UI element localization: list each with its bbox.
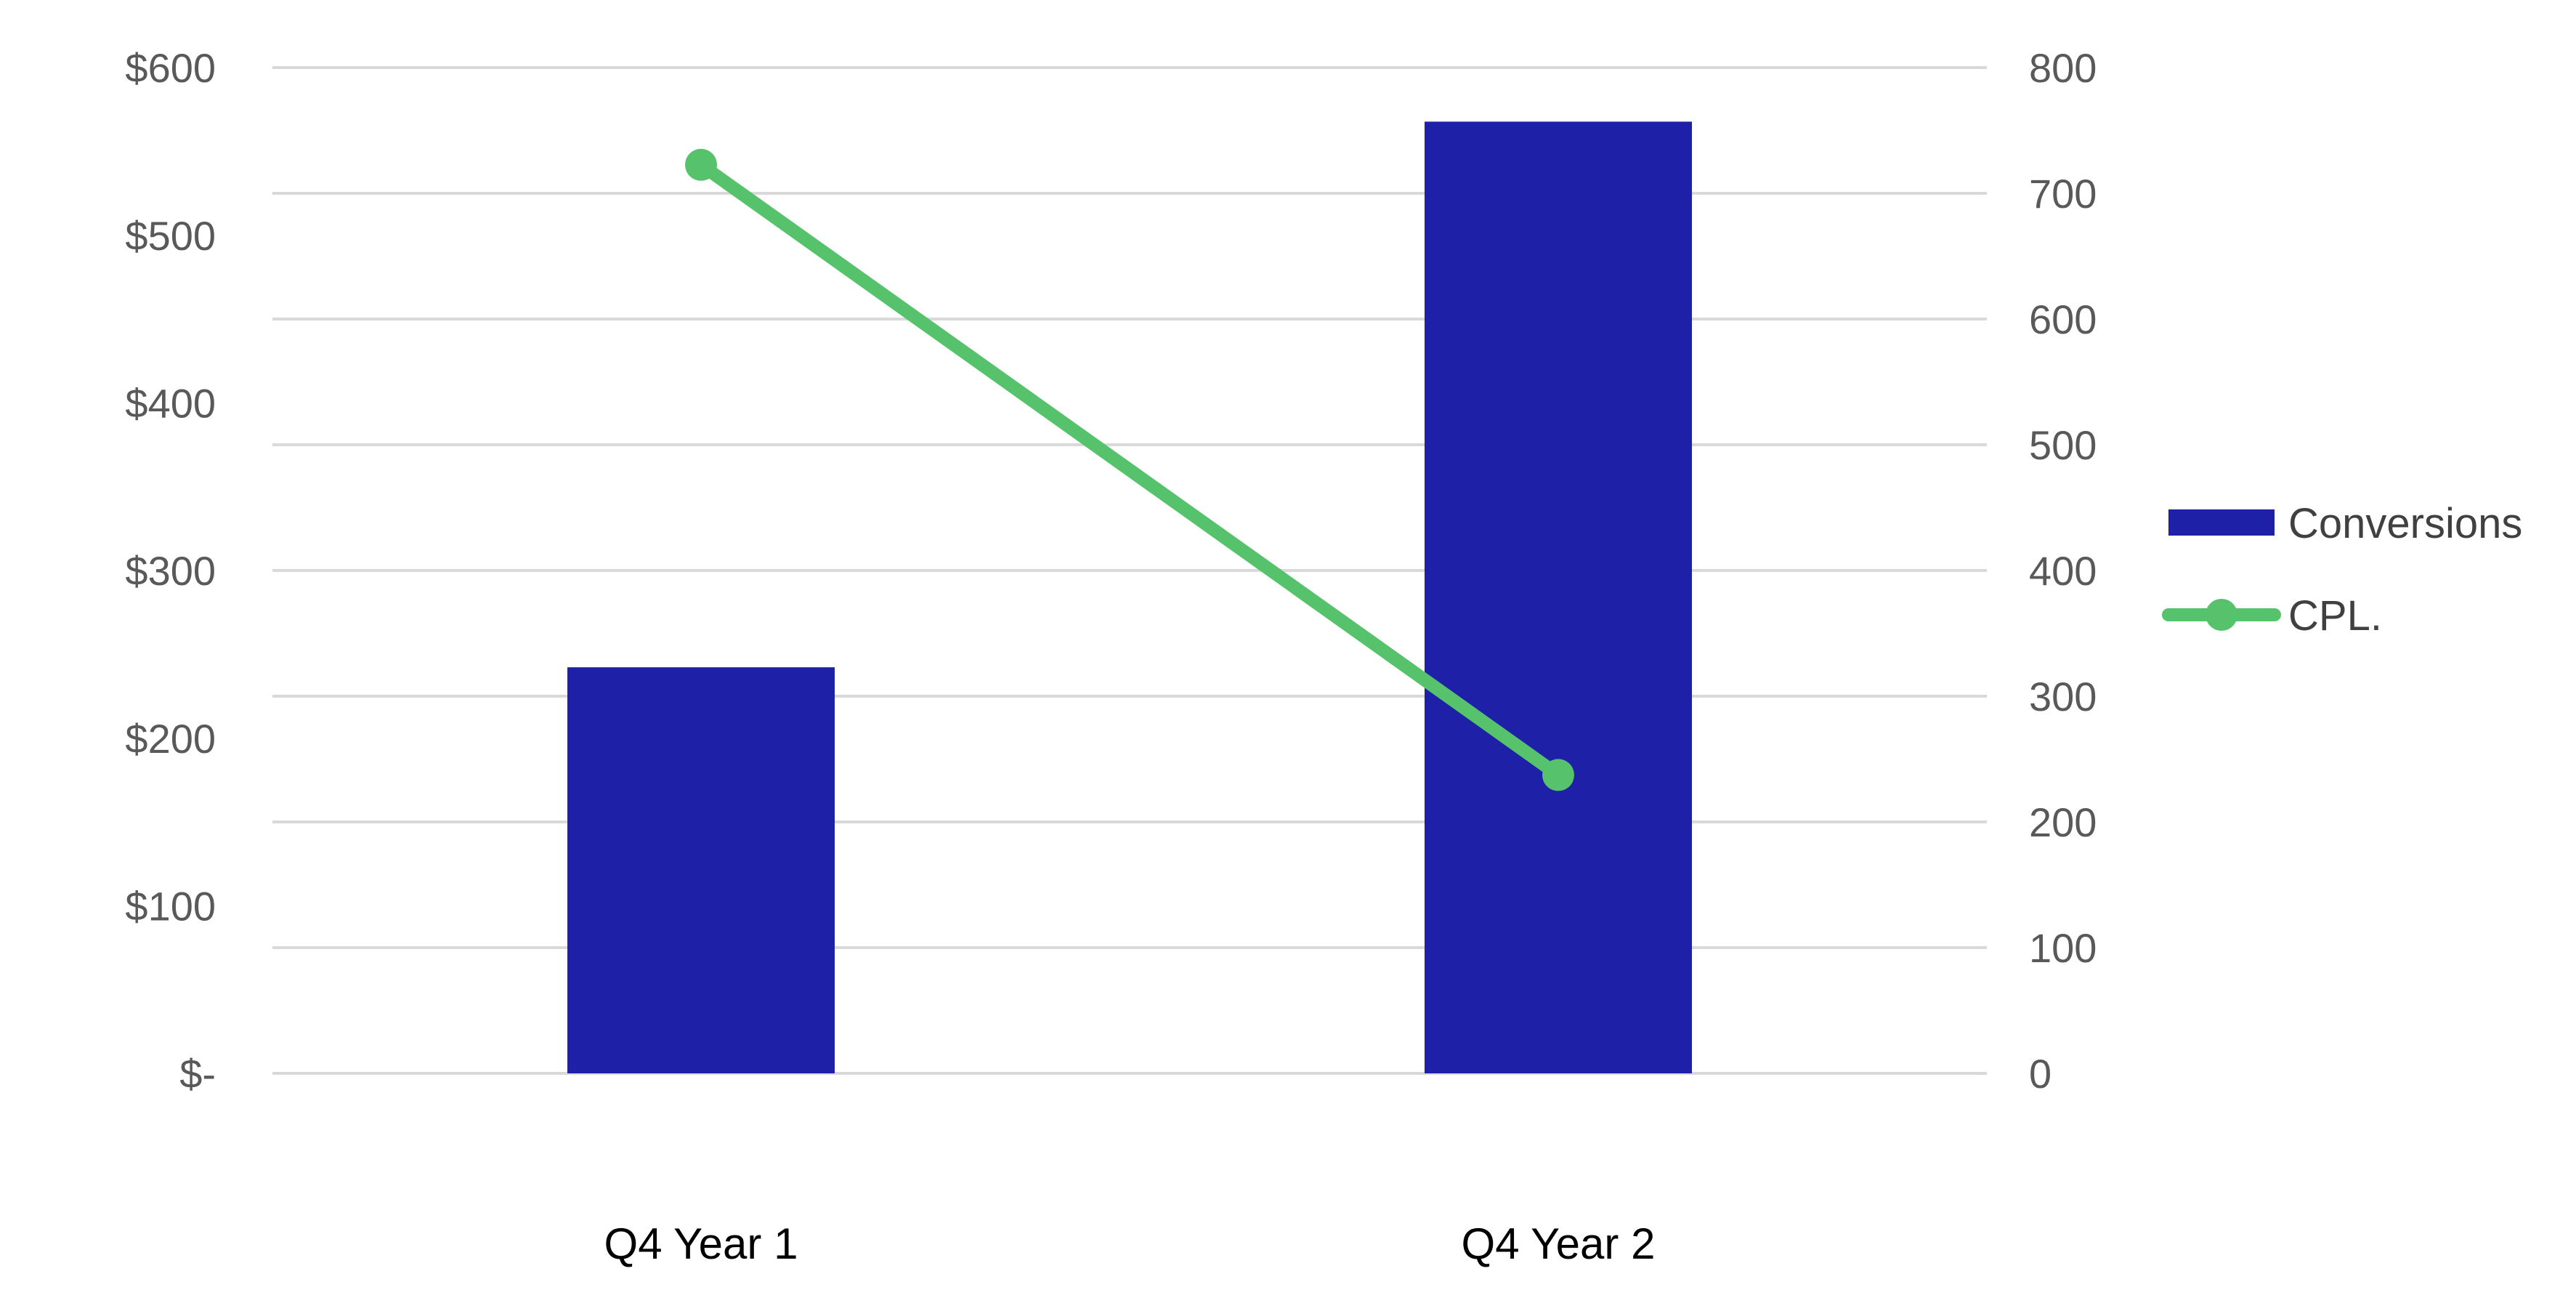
right-axis-tick-label: 800	[2029, 45, 2097, 91]
left-axis-tick-label: $300	[125, 548, 216, 594]
right-axis-tick-label: 200	[2029, 799, 2097, 845]
x-axis-category-label: Q4 Year 1	[604, 1219, 798, 1268]
left-axis-tick-labels: $- $100 $200 $300 $400 $500 $600	[125, 45, 216, 1097]
left-axis-tick-label: $200	[125, 716, 216, 762]
gridlines	[272, 66, 1987, 1075]
right-axis-tick-label: 500	[2029, 422, 2097, 468]
bar-conversions	[1425, 121, 1692, 1073]
cpl-line-series	[685, 148, 1574, 791]
right-axis-tick-label: 600	[2029, 296, 2097, 342]
legend-label-cpl: CPL.	[2288, 592, 2382, 640]
left-axis-tick-label: $-	[179, 1051, 216, 1097]
right-axis-tick-label: 300	[2029, 674, 2097, 719]
legend: Conversions CPL.	[2162, 500, 2522, 640]
legend-label-conversions: Conversions	[2288, 500, 2522, 547]
conversions-bars	[567, 121, 1692, 1073]
cpl-line	[694, 158, 1565, 782]
right-axis-tick-label: 0	[2029, 1051, 2052, 1097]
x-axis-category-label: Q4 Year 2	[1462, 1219, 1656, 1268]
left-axis-tick-label: $600	[125, 45, 216, 91]
cpl-point-marker	[1542, 759, 1574, 791]
right-axis-tick-label: 400	[2029, 548, 2097, 594]
left-axis-tick-label: $100	[125, 883, 216, 929]
legend-swatch-cpl-marker	[2206, 599, 2237, 631]
x-axis-tick-labels: Q4 Year 1 Q4 Year 2	[604, 1219, 1656, 1268]
right-axis-tick-label: 700	[2029, 171, 2097, 217]
right-axis-tick-labels: 0 100 200 300 400 500 600 700 800	[2029, 45, 2097, 1097]
legend-swatch-conversions	[2168, 509, 2275, 536]
bar-conversions	[567, 667, 835, 1073]
left-axis-tick-label: $500	[125, 213, 216, 259]
cpl-point-marker	[685, 148, 717, 181]
left-axis-tick-label: $400	[125, 380, 216, 426]
right-axis-tick-label: 100	[2029, 925, 2097, 971]
